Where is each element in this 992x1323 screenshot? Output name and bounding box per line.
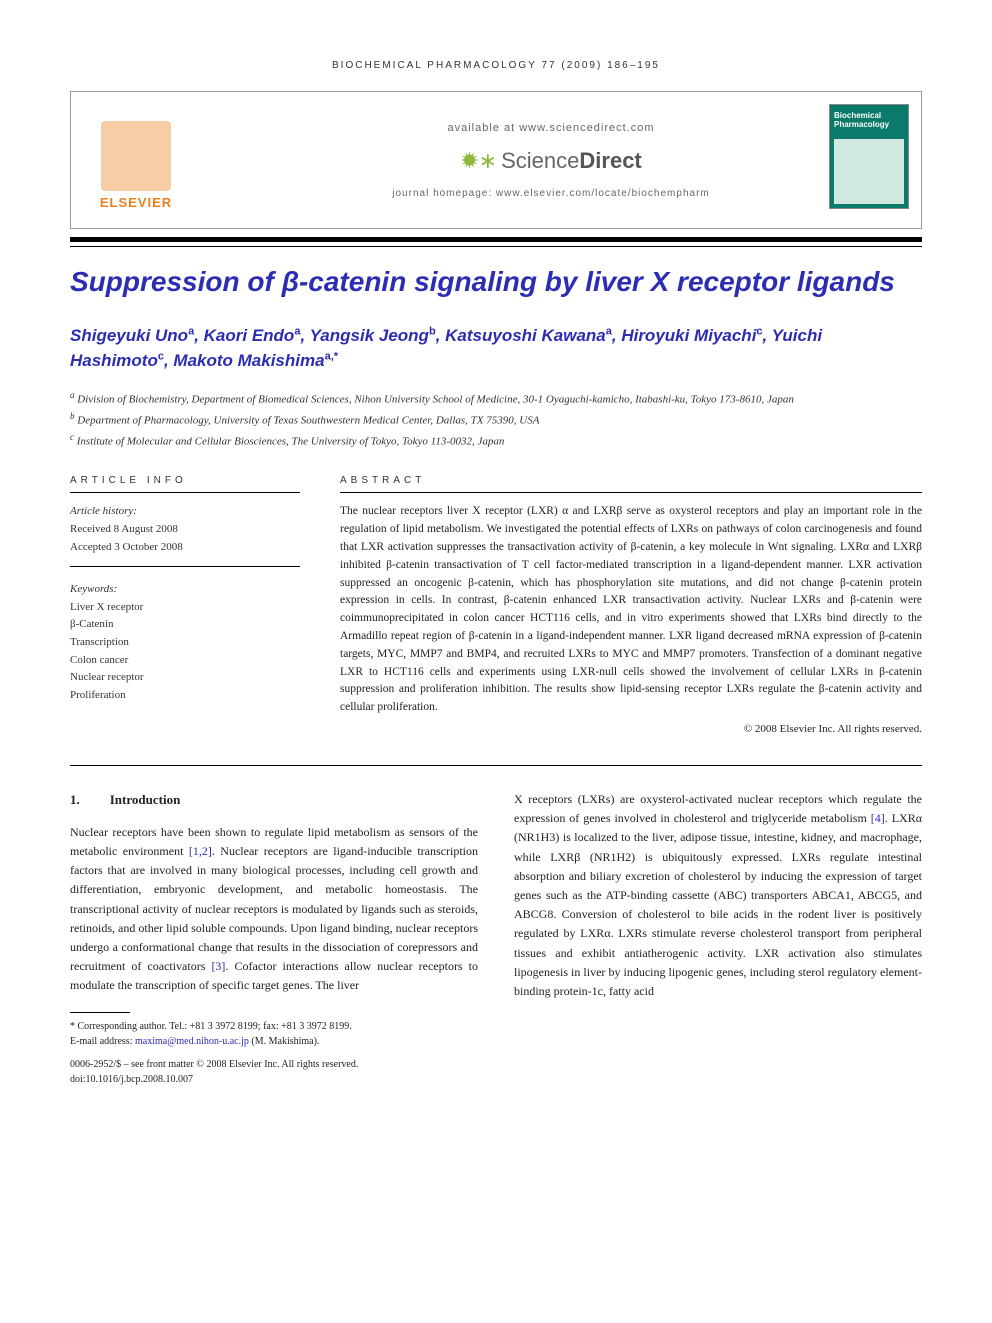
received-date: Received 8 August 2008: [70, 521, 300, 539]
section-number: 1.: [70, 792, 80, 807]
journal-homepage: journal homepage: www.elsevier.com/locat…: [201, 188, 901, 199]
section-heading: 1. Introduction: [70, 790, 478, 811]
elsevier-logo: ELSEVIER: [91, 110, 181, 210]
history-label: Article history:: [70, 503, 300, 521]
abstract-col: ABSTRACT The nuclear receptors liver X r…: [340, 475, 922, 735]
elsevier-tree-icon: [101, 121, 171, 191]
page-root: BIOCHEMICAL PHARMACOLOGY 77 (2009) 186–1…: [0, 0, 992, 1127]
keyword-item: Proliferation: [70, 687, 300, 705]
cover-body: [834, 139, 904, 204]
accepted-date: Accepted 3 October 2008: [70, 539, 300, 557]
sciencedirect-logo: ✹∗ ScienceDirect: [460, 148, 642, 174]
author-list: Shigeyuki Unoa, Kaori Endoa, Yangsik Jeo…: [70, 323, 922, 374]
keywords-block: Keywords: Liver X receptorβ-CateninTrans…: [70, 581, 300, 714]
keywords-label: Keywords:: [70, 581, 300, 599]
abstract-copyright: © 2008 Elsevier Inc. All rights reserved…: [340, 723, 922, 735]
header-center: available at www.sciencedirect.com ✹∗ Sc…: [201, 122, 901, 199]
keyword-item: Colon cancer: [70, 652, 300, 670]
keyword-item: Nuclear receptor: [70, 669, 300, 687]
corresponding-author: * Corresponding author. Tel.: +81 3 3972…: [70, 1019, 478, 1049]
ref-link[interactable]: [3]: [211, 959, 225, 973]
footnote-rule: [70, 1012, 130, 1013]
email-line: E-mail address: maxima@med.nihon-u.ac.jp…: [70, 1034, 478, 1049]
body-columns: 1. Introduction Nuclear receptors have be…: [70, 790, 922, 1086]
thin-rule: [70, 246, 922, 247]
black-rule: [70, 237, 922, 242]
section-title: Introduction: [110, 792, 181, 807]
article-info-col: ARTICLE INFO Article history: Received 8…: [70, 475, 300, 735]
abstract-header: ABSTRACT: [340, 475, 922, 493]
body-col-right: X receptors (LXRs) are oxysterol-activat…: [514, 790, 922, 1086]
info-abstract-row: ARTICLE INFO Article history: Received 8…: [70, 475, 922, 735]
email-link[interactable]: maxima@med.nihon-u.ac.jp: [135, 1036, 249, 1047]
body-text-left: Nuclear receptors have been shown to reg…: [70, 823, 478, 996]
abstract-text: The nuclear receptors liver X receptor (…: [340, 503, 922, 717]
available-at: available at www.sciencedirect.com: [201, 122, 901, 134]
ref-link[interactable]: [1,2]: [189, 844, 212, 858]
header-box: ELSEVIER available at www.sciencedirect.…: [70, 91, 922, 229]
article-history: Article history: Received 8 August 2008 …: [70, 503, 300, 567]
body-text-right: X receptors (LXRs) are oxysterol-activat…: [514, 790, 922, 1001]
sd-burst-icon: ✹∗: [460, 148, 497, 174]
sd-wordmark: ScienceDirect: [501, 148, 642, 174]
elsevier-wordmark: ELSEVIER: [100, 195, 172, 210]
keyword-item: β-Catenin: [70, 616, 300, 634]
bottom-meta: 0006-2952/$ – see front matter © 2008 El…: [70, 1057, 478, 1087]
keyword-item: Liver X receptor: [70, 599, 300, 617]
running-head: BIOCHEMICAL PHARMACOLOGY 77 (2009) 186–1…: [70, 60, 922, 71]
journal-cover-thumb: Biochemical Pharmacology: [829, 104, 909, 209]
corr-line: * Corresponding author. Tel.: +81 3 3972…: [70, 1019, 478, 1034]
keywords-list: Liver X receptorβ-CateninTranscriptionCo…: [70, 599, 300, 705]
ref-link[interactable]: [4]: [871, 811, 885, 825]
affiliation-b: b Department of Pharmacology, University…: [70, 409, 922, 430]
cover-title: Biochemical Pharmacology: [830, 105, 908, 135]
body-col-left: 1. Introduction Nuclear receptors have be…: [70, 790, 478, 1086]
keyword-item: Transcription: [70, 634, 300, 652]
body-divider: [70, 765, 922, 766]
affiliation-a: a Division of Biochemistry, Department o…: [70, 388, 922, 409]
article-title: Suppression of β-catenin signaling by li…: [70, 265, 922, 299]
front-matter: 0006-2952/$ – see front matter © 2008 El…: [70, 1057, 478, 1072]
article-info-header: ARTICLE INFO: [70, 475, 300, 493]
affiliations: a Division of Biochemistry, Department o…: [70, 388, 922, 452]
doi: doi:10.1016/j.bcp.2008.10.007: [70, 1072, 478, 1087]
affiliation-c: c Institute of Molecular and Cellular Bi…: [70, 430, 922, 451]
